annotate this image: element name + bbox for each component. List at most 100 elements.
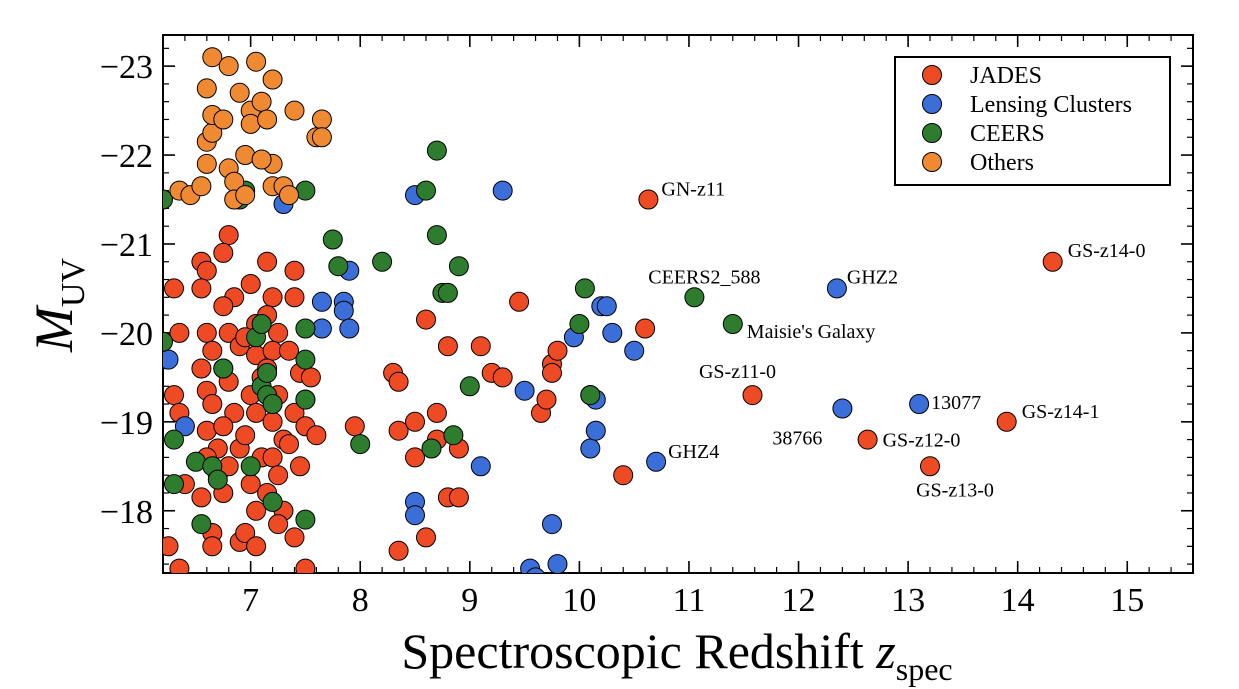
y-tick-label: −19: [100, 405, 153, 442]
point-jades: [202, 394, 223, 414]
point-jades: [300, 367, 321, 388]
annotation-label: 38766: [772, 428, 822, 450]
point-jades: [638, 189, 659, 210]
y-tick-label: −21: [100, 227, 153, 264]
x-axis-title-main: Spectroscopic Redshift: [401, 623, 876, 679]
point-ceers: [295, 318, 316, 339]
point-others: [240, 113, 261, 134]
y-tick-label: −23: [100, 49, 153, 86]
point-jades: [235, 425, 256, 446]
annotation-label: CEERS2_588: [648, 266, 760, 288]
point-others: [257, 109, 278, 130]
point-others: [284, 100, 305, 121]
point-others: [262, 69, 283, 90]
point-jades: [164, 278, 184, 299]
point-lensing-clusters: [602, 322, 623, 343]
point-jades: [306, 425, 327, 446]
point-jades: [509, 291, 530, 312]
point-jades: [279, 340, 299, 361]
point-ceers: [213, 358, 234, 379]
point-lensing-clusters: [547, 554, 568, 573]
point-jades: [437, 336, 458, 357]
point-lensing-clusters: [542, 514, 562, 535]
point-ceers: [295, 349, 316, 370]
y-tick-label: −18: [100, 494, 153, 531]
x-tick-label: 14: [1001, 582, 1035, 619]
point-jades: [191, 487, 212, 508]
point-ceers: [421, 438, 442, 459]
x-tick-label: 8: [352, 582, 369, 619]
point-ceers: [722, 314, 743, 334]
x-tick-label: 10: [562, 582, 596, 619]
point-jades: [246, 402, 267, 423]
point-jades: [213, 416, 234, 437]
x-tick-label: 15: [1110, 582, 1144, 619]
point-others: [279, 185, 299, 206]
annotation-label: GN-z11: [661, 179, 725, 201]
point-jades: [996, 411, 1017, 432]
point-jades: [268, 322, 289, 343]
point-jades: [262, 287, 283, 308]
point-others: [191, 176, 212, 197]
point-jades: [240, 274, 261, 294]
point-others: [196, 78, 217, 99]
x-tick-label: 11: [673, 582, 706, 619]
legend: JADES Lensing Clusters CEERS Others: [894, 56, 1171, 186]
x-tick-label: 9: [461, 582, 478, 619]
point-jades: [268, 514, 289, 535]
point-jades: [284, 260, 305, 281]
point-jades: [547, 340, 568, 361]
legend-marker-lensing-clusters: [922, 94, 942, 114]
point-ceers: [443, 425, 464, 446]
point-jades: [290, 456, 310, 477]
x-axis-title-var: z: [875, 623, 895, 679]
point-ceers: [163, 189, 173, 210]
point-ceers: [684, 287, 705, 308]
point-jades: [470, 336, 491, 357]
point-jades: [191, 358, 212, 379]
point-jades: [448, 487, 469, 508]
point-ceers: [328, 256, 349, 277]
point-lensing-clusters: [580, 438, 601, 459]
point-lensing-clusters: [333, 300, 354, 321]
point-jades: [246, 500, 267, 521]
point-jades: [920, 456, 940, 477]
point-jades: [169, 558, 190, 573]
point-others: [311, 109, 332, 130]
point-lensing-clusters: [596, 296, 617, 317]
point-ceers: [164, 474, 184, 495]
point-jades: [235, 523, 256, 543]
point-ceers: [372, 251, 393, 272]
point-jades: [163, 536, 179, 557]
y-tick-label: −22: [100, 138, 153, 175]
point-jades: [202, 536, 223, 557]
point-jades: [857, 429, 878, 450]
point-jades: [295, 558, 316, 573]
point-ceers: [262, 491, 283, 512]
point-jades: [196, 420, 217, 441]
annotation-label: GHZ2: [847, 266, 898, 288]
point-ceers: [191, 514, 212, 535]
point-jades: [169, 322, 190, 343]
point-lensing-clusters: [585, 420, 606, 441]
y-axis-title-var: M: [24, 304, 84, 353]
point-ceers: [207, 469, 228, 490]
annotation-label: GS-z14-0: [1068, 240, 1146, 262]
point-jades: [218, 225, 239, 246]
plot-frame: [162, 34, 1194, 574]
legend-label-lensing-clusters: Lensing Clusters: [970, 92, 1132, 118]
point-others: [311, 127, 332, 148]
point-lensing-clusters: [174, 416, 195, 437]
point-jades: [405, 447, 425, 468]
point-jades: [213, 242, 234, 263]
data-points: [163, 47, 1063, 573]
point-ceers: [322, 229, 343, 250]
point-lensing-clusters: [646, 451, 667, 472]
point-jades: [1042, 251, 1063, 272]
annotation-label: GHZ4: [668, 441, 719, 463]
point-jades: [416, 527, 436, 548]
point-ceers: [350, 434, 371, 455]
point-lensing-clusters: [339, 318, 360, 339]
point-lensing-clusters: [526, 567, 545, 573]
